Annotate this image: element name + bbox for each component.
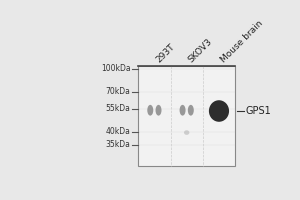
Text: SKOV3: SKOV3: [187, 37, 214, 64]
Text: 293T: 293T: [154, 42, 177, 64]
Text: 55kDa: 55kDa: [106, 104, 130, 113]
Text: Mouse brain: Mouse brain: [219, 18, 265, 64]
Text: 35kDa: 35kDa: [106, 140, 130, 149]
Text: 100kDa: 100kDa: [101, 64, 130, 73]
Ellipse shape: [184, 130, 189, 135]
Text: 70kDa: 70kDa: [106, 87, 130, 96]
Text: GPS1: GPS1: [246, 106, 272, 116]
Bar: [138, 66, 235, 166]
Ellipse shape: [155, 105, 161, 116]
Ellipse shape: [188, 105, 194, 116]
Ellipse shape: [209, 100, 229, 122]
Ellipse shape: [180, 105, 185, 116]
Text: 40kDa: 40kDa: [106, 127, 130, 136]
Ellipse shape: [147, 105, 153, 116]
